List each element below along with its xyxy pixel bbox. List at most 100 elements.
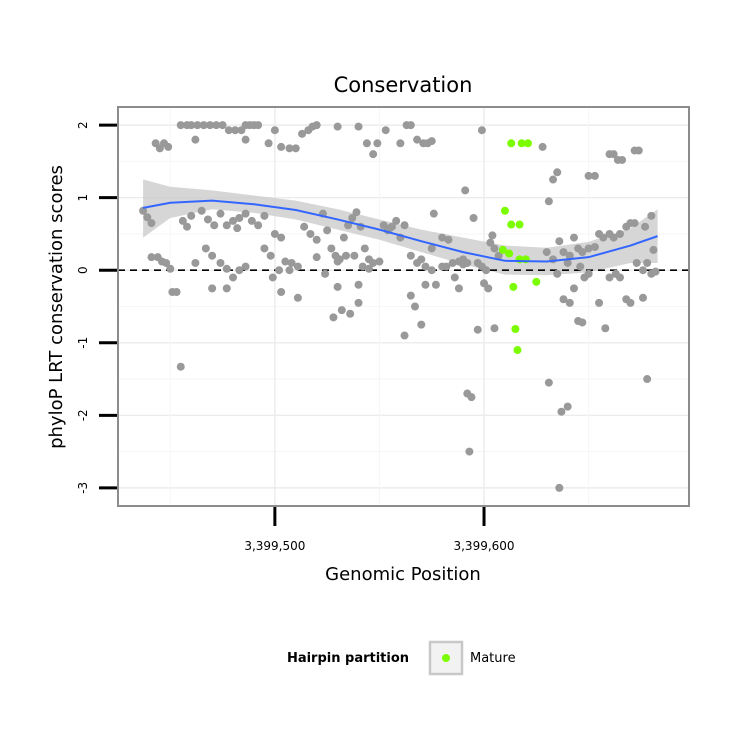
data-point (421, 280, 430, 289)
data-point (270, 126, 279, 135)
data-point (406, 251, 415, 260)
plot-border (117, 106, 690, 507)
data-point (233, 224, 242, 233)
data-point (427, 244, 436, 253)
data-point (599, 233, 608, 242)
data-point (569, 233, 578, 242)
data-point (609, 150, 618, 159)
legend-mature-marker (442, 654, 450, 662)
mature-point (507, 220, 516, 229)
data-point (147, 253, 156, 262)
data-point (312, 121, 321, 130)
smooth-line (142, 199, 658, 263)
data-point (641, 222, 650, 231)
data-point (488, 231, 497, 240)
y-axis-title: phyloP LRT conservation scores (46, 165, 67, 449)
x-axis: 3,399,500 3,399,600 (244, 507, 515, 553)
data-point (260, 244, 269, 253)
data-point (241, 209, 250, 218)
data-point (486, 238, 495, 247)
data-point (459, 260, 468, 269)
data-point (187, 121, 196, 130)
data-point (590, 171, 599, 180)
data-point (576, 262, 585, 271)
data-point (327, 244, 336, 253)
data-point (396, 139, 405, 148)
data-point (229, 273, 238, 282)
data-point (578, 318, 587, 327)
data-point (413, 135, 422, 144)
data-point (484, 284, 493, 293)
data-point (275, 266, 284, 275)
data-point (565, 251, 574, 260)
data-point (197, 206, 206, 215)
chart-title: Conservation (334, 73, 473, 97)
data-point (172, 287, 181, 296)
data-point (216, 209, 225, 218)
data-point (427, 266, 436, 275)
data-point (164, 142, 173, 151)
data-point (231, 126, 240, 135)
data-point (467, 393, 476, 402)
data-point (601, 324, 610, 333)
data-point (557, 407, 566, 416)
data-point (183, 222, 192, 231)
data-point (337, 306, 346, 315)
mature-point (517, 139, 526, 148)
data-point (634, 146, 643, 155)
data-point (298, 129, 307, 138)
data-point (369, 150, 378, 159)
data-point (241, 262, 250, 271)
data-point (609, 233, 618, 242)
data-point (364, 264, 373, 273)
data-point (139, 206, 148, 215)
data-point (647, 211, 656, 220)
data-point (203, 215, 212, 224)
legend-title: Hairpin partition (287, 651, 409, 666)
data-point (400, 221, 409, 230)
data-point (448, 258, 457, 267)
data-point (465, 447, 474, 456)
data-point (461, 186, 470, 195)
y-tick-label: 1 (76, 194, 90, 202)
data-point (559, 248, 568, 257)
data-point (549, 175, 558, 184)
data-point (254, 121, 263, 130)
data-point (354, 280, 363, 289)
data-point (490, 244, 499, 253)
mature-point (509, 282, 518, 291)
data-point (212, 121, 221, 130)
data-point (270, 229, 279, 238)
data-point (563, 258, 572, 267)
data-point (254, 221, 263, 230)
data-point (354, 298, 363, 307)
data-point (266, 251, 275, 260)
smooth-curve (142, 199, 658, 263)
data-point (444, 235, 453, 244)
data-point (277, 233, 286, 242)
data-point (406, 121, 415, 130)
data-point (373, 139, 382, 148)
data-point (147, 219, 156, 228)
data-point (222, 221, 231, 230)
mature-point (513, 346, 522, 355)
data-point (450, 273, 459, 282)
data-point (312, 235, 321, 244)
data-point (638, 293, 647, 302)
data-point (626, 298, 635, 307)
data-point (235, 213, 244, 222)
data-point (285, 266, 294, 275)
data-point (421, 262, 430, 271)
data-point (442, 262, 451, 271)
data-point (358, 262, 367, 271)
data-point (538, 142, 547, 151)
data-point (277, 287, 286, 296)
data-point (143, 213, 152, 222)
mature-point (500, 206, 509, 215)
data-point (350, 251, 359, 260)
y-tick-label: -1 (76, 337, 90, 349)
data-point (206, 121, 215, 130)
data-point (321, 269, 330, 278)
data-point (333, 122, 342, 131)
